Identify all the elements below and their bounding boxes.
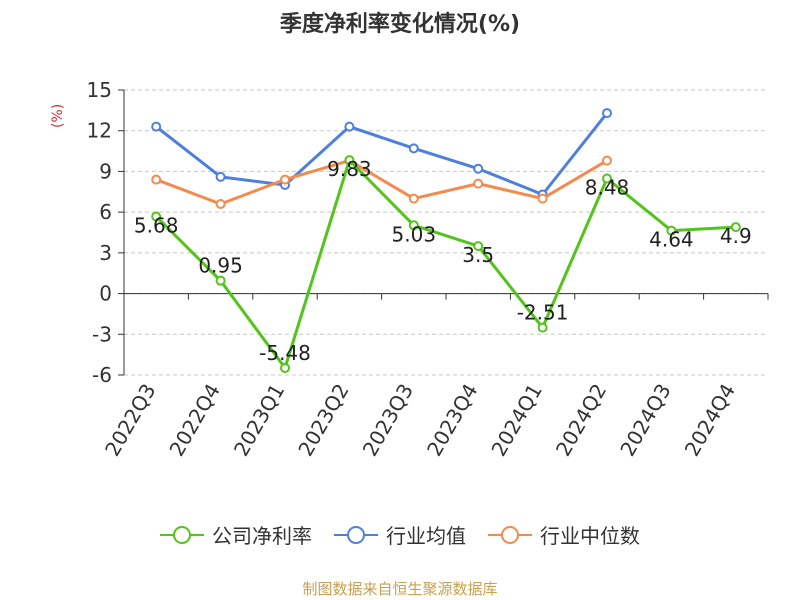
x-tick-label: 2023Q4 xyxy=(422,380,482,461)
source-note: 制图数据来自恒生聚源数据库 xyxy=(302,580,498,598)
data-point xyxy=(473,178,484,189)
series-line xyxy=(155,158,736,370)
data-label: 0.95 xyxy=(198,254,243,278)
legend-swatch xyxy=(160,525,204,544)
data-point xyxy=(344,155,355,166)
data-point xyxy=(537,322,548,333)
data-point xyxy=(602,173,612,184)
data-point xyxy=(473,163,484,174)
x-tick-label: 2023Q2 xyxy=(293,380,353,461)
data-point xyxy=(280,362,290,373)
legend-label: 行业均值 xyxy=(386,524,466,548)
y-tick-label: -6 xyxy=(92,363,112,387)
y-tick-label: 0 xyxy=(99,282,112,306)
data-point xyxy=(215,275,226,286)
data-point xyxy=(537,193,548,204)
y-tick-label: 9 xyxy=(99,159,112,183)
y-tick-label: 15 xyxy=(87,78,112,102)
y-tick-label: 3 xyxy=(99,241,112,265)
data-label: -5.48 xyxy=(259,341,311,365)
x-tick-label: 2022Q3 xyxy=(100,380,160,461)
series-line xyxy=(155,159,608,206)
x-tick-label: 2023Q3 xyxy=(358,380,418,461)
x-tick-label: 2023Q1 xyxy=(229,380,289,461)
data-point xyxy=(730,222,741,233)
x-tick-label: 2022Q4 xyxy=(164,380,224,461)
data-labels: 5.68 0.95 -5.48 9.83 5.03 3.5 -2.51 8.48 4.64 4.9 xyxy=(134,157,752,365)
data-point xyxy=(602,108,612,119)
data-label: 3.5 xyxy=(462,243,494,267)
data-point xyxy=(602,155,612,166)
data-label: 8.48 xyxy=(585,175,630,199)
data-point xyxy=(280,174,290,185)
data-point xyxy=(215,199,226,209)
legend: 公司净利率 行业均值 行业中位数 xyxy=(0,520,800,549)
data-label: -2.51 xyxy=(517,301,569,325)
x-tick-label: 2024Q2 xyxy=(551,380,611,461)
x-tick-label: 2024Q3 xyxy=(615,380,675,461)
data-label: 4.64 xyxy=(649,228,694,252)
data-point xyxy=(151,211,162,222)
chart-title: 季度净利率变化情况(%) xyxy=(279,12,521,37)
series-lines xyxy=(151,108,741,373)
data-label: 4.9 xyxy=(720,224,752,248)
x-tick-label: 2024Q1 xyxy=(486,380,546,461)
data-point xyxy=(408,193,419,204)
data-label: 5.03 xyxy=(392,222,437,246)
data-point xyxy=(215,171,226,182)
data-point xyxy=(151,121,162,132)
data-point xyxy=(408,220,419,231)
legend-label: 公司净利率 xyxy=(212,524,312,548)
x-tick-label: 2024Q4 xyxy=(680,380,740,461)
legend-swatch xyxy=(334,525,378,544)
legend-item[interactable]: 行业中位数 xyxy=(488,520,640,549)
legend-item[interactable]: 公司净利率 xyxy=(160,520,312,549)
data-point xyxy=(151,174,162,185)
series-line xyxy=(155,112,609,196)
data-label: 9.83 xyxy=(327,157,372,181)
data-point xyxy=(473,241,484,252)
legend-label: 行业中位数 xyxy=(540,524,640,548)
y-tick-label: -3 xyxy=(92,322,112,346)
data-point xyxy=(344,121,355,132)
data-label: 5.68 xyxy=(134,213,179,237)
data-point xyxy=(666,225,677,236)
legend-item[interactable]: 行业均值 xyxy=(334,520,466,549)
data-point xyxy=(408,143,419,154)
y-tick-label: 6 xyxy=(99,200,112,224)
y-tick-label: 12 xyxy=(87,119,112,143)
legend-swatch xyxy=(488,525,532,544)
